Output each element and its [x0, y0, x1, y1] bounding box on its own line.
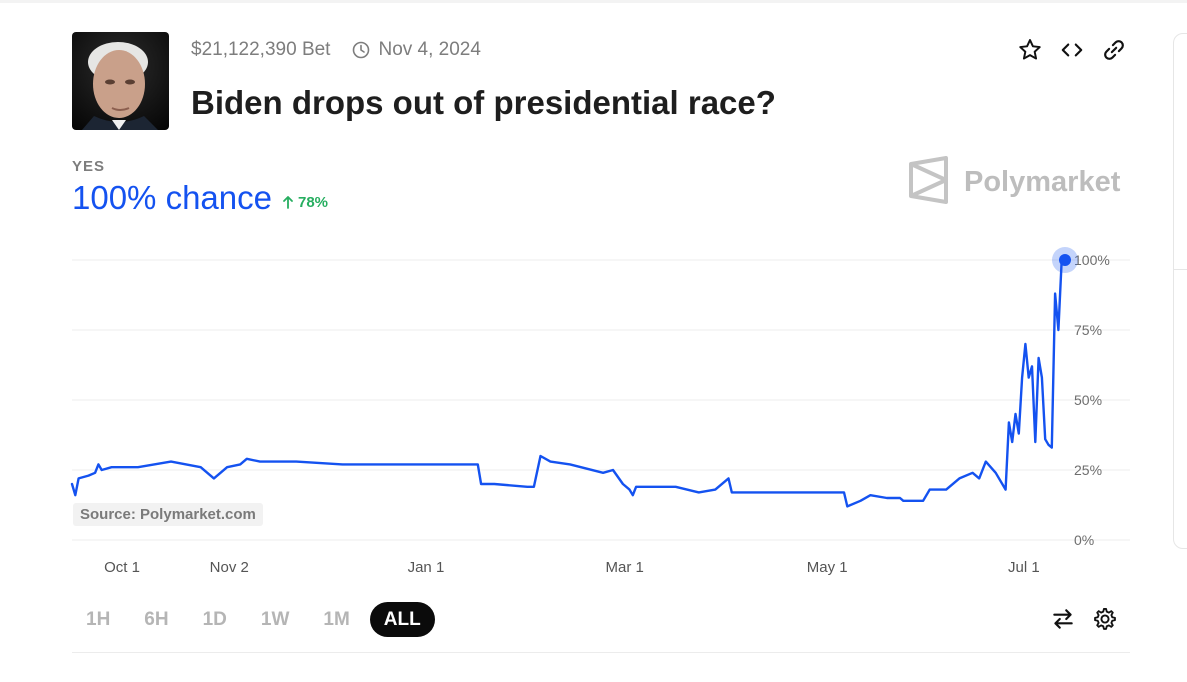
swap-arrows-icon[interactable]	[1049, 605, 1077, 633]
chance-display: 100% chance 78%	[72, 179, 328, 217]
range-1h-button[interactable]: 1H	[86, 608, 111, 630]
range-6h-button[interactable]: 6H	[144, 608, 169, 630]
code-icon[interactable]	[1058, 36, 1086, 64]
avatar	[72, 32, 169, 130]
y-tick-label: 100%	[1074, 252, 1110, 268]
gear-icon[interactable]	[1091, 605, 1119, 633]
series-line	[70, 258, 1067, 508]
clock-icon	[352, 41, 370, 59]
volume-text: $21,122,390 Bet	[191, 39, 331, 60]
y-tick-label: 25%	[1074, 462, 1102, 478]
end-date-text: Nov 4, 2024	[378, 39, 481, 60]
y-tick-label: 50%	[1074, 392, 1102, 408]
x-tick-label: Nov 2	[210, 559, 249, 576]
time-range-selector: 1H 6H 1D 1W 1M ALL	[72, 602, 435, 637]
change-value: 78%	[297, 193, 329, 211]
x-tick-label: Mar 1	[606, 559, 644, 576]
x-tick-label: Jan 1	[408, 559, 445, 576]
page-title: Biden drops out of presidential race?	[191, 84, 776, 121]
side-panel-edge	[1173, 33, 1187, 549]
range-all-button[interactable]: ALL	[369, 602, 435, 637]
x-tick-label: May 1	[807, 559, 848, 576]
side-panel-divider	[1173, 269, 1187, 270]
bottom-divider	[72, 652, 1130, 653]
brand-name: Polymarket	[964, 166, 1121, 198]
market-meta: $21,122,390 Bet Nov 4, 2024	[191, 38, 481, 62]
range-1d-button[interactable]: 1D	[202, 608, 227, 630]
range-1m-button[interactable]: 1M	[323, 608, 350, 630]
polymarket-logo-icon	[908, 156, 950, 209]
chance-value: 100% chance	[72, 179, 272, 216]
top-divider	[0, 0, 1187, 3]
x-tick-label: Oct 1	[104, 559, 140, 576]
range-1w-button[interactable]: 1W	[260, 608, 290, 630]
current-point-marker	[1059, 254, 1071, 266]
brand-watermark: Polymarket	[908, 156, 1120, 209]
star-icon[interactable]	[1016, 36, 1044, 64]
arrow-up-icon	[282, 195, 294, 209]
y-tick-label: 75%	[1074, 322, 1102, 338]
source-label: Source: Polymarket.com	[73, 503, 263, 526]
header-actions	[1016, 36, 1128, 64]
current-point-halo	[1052, 247, 1078, 273]
change-badge: 78%	[282, 194, 328, 211]
outcome-label: YES	[72, 158, 106, 175]
y-tick-label: 0%	[1074, 532, 1094, 548]
chart-tools	[1049, 605, 1119, 633]
x-tick-label: Jul 1	[1008, 559, 1040, 576]
link-icon[interactable]	[1100, 36, 1128, 64]
